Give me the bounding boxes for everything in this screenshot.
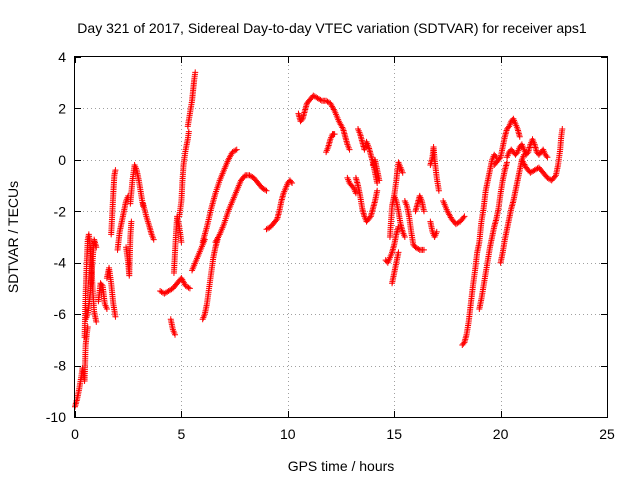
x-tick-label: 5 <box>178 426 186 442</box>
x-tick-label: 25 <box>599 426 615 442</box>
data-point <box>103 306 110 312</box>
data-point <box>559 126 566 132</box>
data-point <box>503 159 510 166</box>
data-point <box>461 213 468 220</box>
data-point <box>399 169 406 176</box>
data-point <box>263 187 270 194</box>
data-point <box>420 208 427 215</box>
y-axis-label: SDTVAR / TECUs <box>5 181 21 293</box>
data-point <box>150 236 157 243</box>
data-point <box>366 214 373 221</box>
data-point <box>349 183 356 190</box>
data-point <box>112 167 119 174</box>
data-point <box>513 150 520 157</box>
y-tick-label: 2 <box>58 100 66 116</box>
data-point <box>524 150 531 157</box>
data-point <box>496 155 503 162</box>
y-tick-label: 0 <box>58 152 66 168</box>
data-point <box>287 178 294 185</box>
x-tick-label: 10 <box>280 426 296 442</box>
data-point <box>93 244 100 251</box>
chart-title: Day 321 of 2017, Sidereal Day-to-day VTE… <box>77 20 587 36</box>
data-point <box>401 234 408 240</box>
data-point <box>374 187 381 194</box>
data-point <box>544 154 551 161</box>
y-tick-label: -2 <box>54 203 67 219</box>
y-tick-label: 4 <box>58 49 66 65</box>
data-point <box>376 177 383 184</box>
data-point <box>186 285 193 292</box>
data-point <box>128 218 135 225</box>
data-point <box>435 187 442 194</box>
data-point <box>232 147 239 154</box>
data-point <box>516 133 523 140</box>
data-point <box>433 228 440 235</box>
y-tick-label: -8 <box>54 358 67 374</box>
data-point <box>317 96 324 103</box>
data-point <box>352 190 359 197</box>
data-point <box>273 217 280 224</box>
data-point <box>192 69 199 76</box>
data-point <box>331 131 338 138</box>
data-point <box>233 146 240 153</box>
data-point <box>420 246 427 253</box>
data-point <box>98 281 105 288</box>
x-tick-label: 0 <box>71 426 79 442</box>
data-point <box>346 146 353 153</box>
y-tick-label: -6 <box>54 306 67 322</box>
plot-frame <box>74 56 608 418</box>
data-point <box>492 153 499 159</box>
grid-lines <box>75 57 607 417</box>
data-point <box>460 214 467 221</box>
x-tick-label: 20 <box>493 426 509 442</box>
data-point <box>93 318 100 325</box>
data-point <box>460 340 467 347</box>
y-tick-label: -4 <box>54 255 67 271</box>
data-point <box>543 153 550 159</box>
data-point <box>415 246 422 252</box>
data-points <box>72 69 566 410</box>
y-tick-label: -10 <box>46 409 66 425</box>
data-point <box>298 117 305 123</box>
data-point <box>185 128 192 135</box>
data-point <box>262 186 269 193</box>
data-point <box>172 331 179 338</box>
data-point <box>112 313 119 320</box>
data-point <box>551 173 558 180</box>
x-tick-labels: 0 5 10 15 20 25 <box>71 426 615 442</box>
data-point <box>289 180 296 186</box>
axis-ticks <box>75 57 608 418</box>
data-point <box>185 284 192 291</box>
data-point <box>395 249 402 256</box>
x-tick-label: 15 <box>386 426 402 442</box>
y-tick-labels: -10 -8 -6 -4 -2 0 2 4 <box>46 49 66 425</box>
x-axis-label: GPS time / hours <box>288 458 395 474</box>
data-point <box>178 239 185 246</box>
